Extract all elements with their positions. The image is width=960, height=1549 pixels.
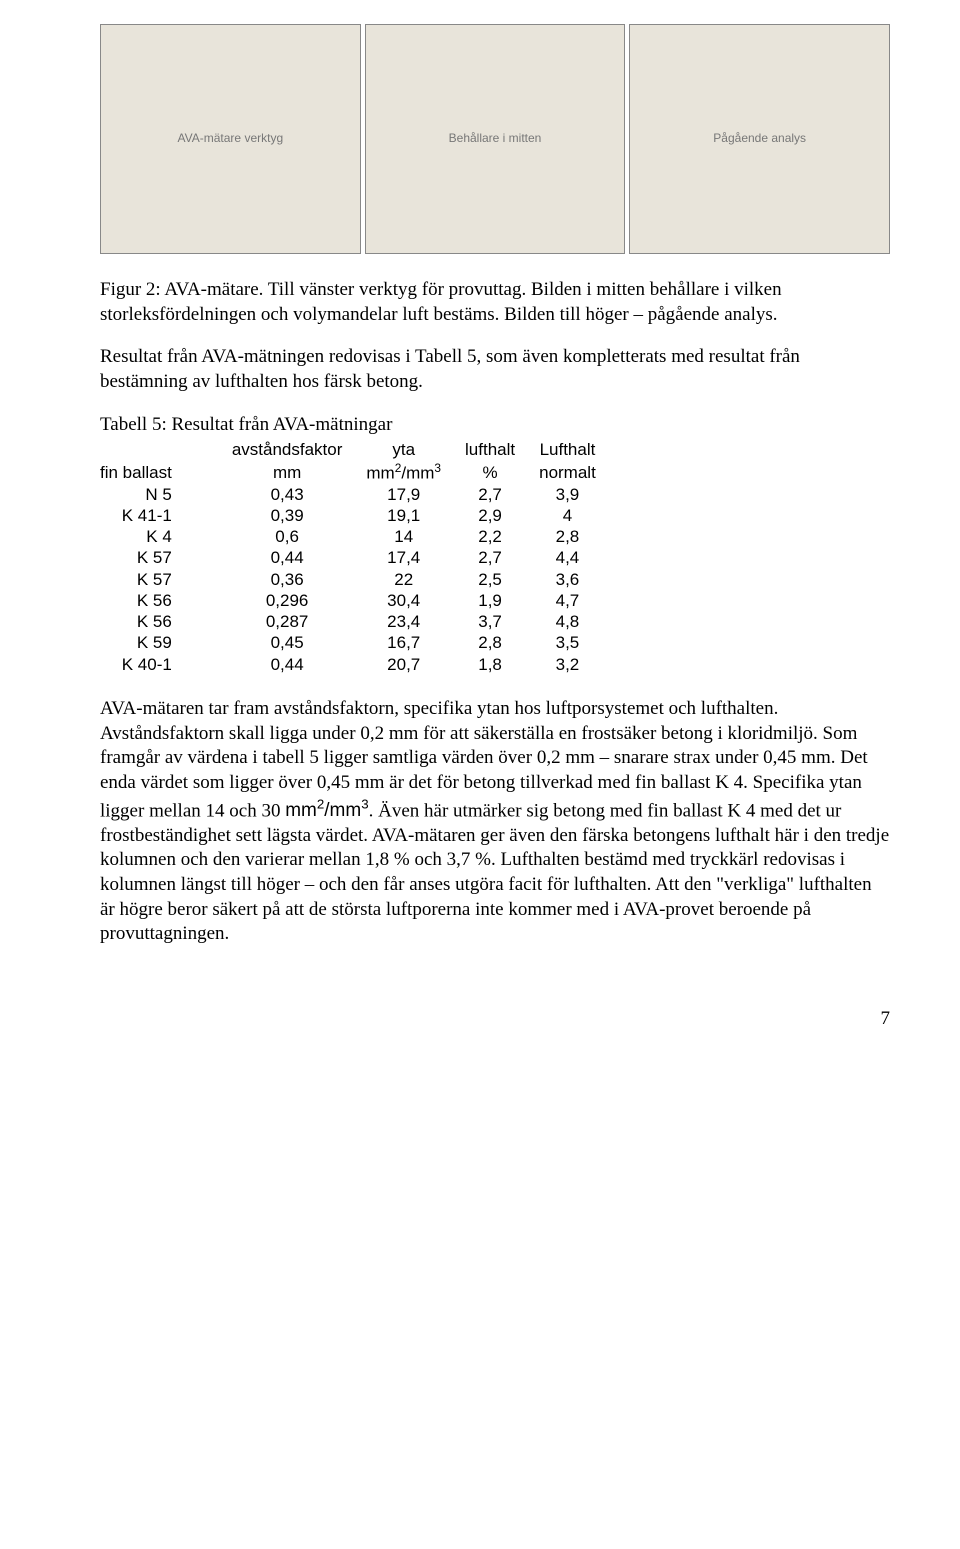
figure-caption: Figur 2: AVA-mätare. Till vänster verkty…: [100, 278, 890, 327]
table-title: Tabell 5: Resultat från AVA-mätningar: [100, 413, 890, 438]
body-text: AVA-mätaren tar fram avståndsfaktorn, sp…: [100, 697, 890, 947]
table-cell: 2,5: [465, 569, 539, 590]
table-cell: 17,9: [366, 484, 465, 505]
ava-table: avståndsfaktor yta lufthalt Lufthalt fin…: [100, 439, 620, 674]
figure-photo-left: AVA-mätare verktyg: [100, 24, 361, 254]
table-cell: 0,44: [232, 654, 367, 675]
table-cell: 4,8: [539, 611, 620, 632]
table-cell: 0,296: [232, 590, 367, 611]
table-cell: 0,287: [232, 611, 367, 632]
table-cell: 2,9: [465, 505, 539, 526]
page: AVA-mätare verktyg Behållare i mitten På…: [0, 0, 960, 1056]
th-unit-percent: %: [465, 461, 539, 484]
figure-photo-row: AVA-mätare verktyg Behållare i mitten På…: [100, 24, 890, 254]
th-lufthalt-norm: Lufthalt: [539, 439, 620, 460]
table-cell: 14: [366, 526, 465, 547]
th-blank: [100, 439, 232, 460]
body-paragraph: AVA-mätaren tar fram avståndsfaktorn, sp…: [100, 697, 890, 947]
table-cell: K 4: [100, 526, 232, 547]
table-cell: 0,43: [232, 484, 367, 505]
figure-caption-text: Figur 2: AVA-mätare. Till vänster verkty…: [100, 278, 890, 327]
table-cell: K 57: [100, 547, 232, 568]
intro-paragraph: Resultat från AVA-mätningen redovisas i …: [100, 345, 890, 394]
table-cell: 0,45: [232, 632, 367, 653]
th-lufthalt: lufthalt: [465, 439, 539, 460]
table-row: N 50,4317,92,73,9: [100, 484, 620, 505]
table-header-row-2: fin ballast mm mm2/mm3 % normalt: [100, 461, 620, 484]
table-header-row-1: avståndsfaktor yta lufthalt Lufthalt: [100, 439, 620, 460]
table-row: K 40,6142,22,8: [100, 526, 620, 547]
table-cell: 19,1: [366, 505, 465, 526]
table-cell: 2,8: [465, 632, 539, 653]
table-body: N 50,4317,92,73,9K 41-10,3919,12,94K 40,…: [100, 484, 620, 675]
table-row: K 590,4516,72,83,5: [100, 632, 620, 653]
table-cell: 4: [539, 505, 620, 526]
table-cell: 3,2: [539, 654, 620, 675]
table-cell: K 56: [100, 611, 232, 632]
page-number: 7: [100, 1007, 890, 1032]
table-cell: 1,9: [465, 590, 539, 611]
table-row: K 41-10,3919,12,94: [100, 505, 620, 526]
table-cell: 3,5: [539, 632, 620, 653]
table-cell: 4,7: [539, 590, 620, 611]
table-cell: 0,36: [232, 569, 367, 590]
th-unit-mm2mm3: mm2/mm3: [366, 461, 465, 484]
table-row: K 40-10,4420,71,83,2: [100, 654, 620, 675]
table-cell: 3,6: [539, 569, 620, 590]
figure-photo-middle: Behållare i mitten: [365, 24, 626, 254]
th-fin-ballast: fin ballast: [100, 461, 232, 484]
table-cell: 3,9: [539, 484, 620, 505]
table-row: K 570,36222,53,6: [100, 569, 620, 590]
table-row: K 560,28723,43,74,8: [100, 611, 620, 632]
figure-photo-right: Pågående analys: [629, 24, 890, 254]
table-row: K 560,29630,41,94,7: [100, 590, 620, 611]
table-cell: K 59: [100, 632, 232, 653]
table-cell: 2,7: [465, 484, 539, 505]
table-row: K 570,4417,42,74,4: [100, 547, 620, 568]
table-cell: 0,6: [232, 526, 367, 547]
table-cell: 0,44: [232, 547, 367, 568]
th-unit-mm: mm: [232, 461, 367, 484]
th-yta: yta: [366, 439, 465, 460]
table-cell: 30,4: [366, 590, 465, 611]
table-cell: N 5: [100, 484, 232, 505]
table-cell: 17,4: [366, 547, 465, 568]
table-cell: 3,7: [465, 611, 539, 632]
th-avstandsfaktor: avståndsfaktor: [232, 439, 367, 460]
intro-text: Resultat från AVA-mätningen redovisas i …: [100, 345, 890, 394]
table-cell: 2,2: [465, 526, 539, 547]
table-cell: K 41-1: [100, 505, 232, 526]
th-unit-normalt: normalt: [539, 461, 620, 484]
table-cell: 16,7: [366, 632, 465, 653]
table-cell: 1,8: [465, 654, 539, 675]
table-cell: 23,4: [366, 611, 465, 632]
table-cell: K 56: [100, 590, 232, 611]
table-cell: 2,8: [539, 526, 620, 547]
table-cell: K 40-1: [100, 654, 232, 675]
table-cell: K 57: [100, 569, 232, 590]
table-cell: 4,4: [539, 547, 620, 568]
table-head: avståndsfaktor yta lufthalt Lufthalt fin…: [100, 439, 620, 483]
table-cell: 22: [366, 569, 465, 590]
table-cell: 20,7: [366, 654, 465, 675]
table-cell: 2,7: [465, 547, 539, 568]
table-cell: 0,39: [232, 505, 367, 526]
